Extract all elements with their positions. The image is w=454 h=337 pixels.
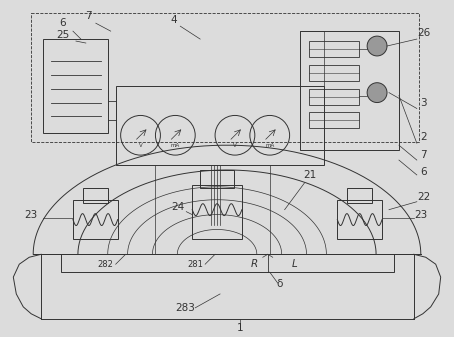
- Text: 1: 1: [237, 323, 243, 333]
- Text: 4: 4: [170, 15, 177, 25]
- Text: 22: 22: [417, 192, 430, 202]
- Bar: [310, 113, 359, 128]
- Text: V: V: [233, 143, 237, 148]
- Text: 23: 23: [414, 210, 427, 220]
- Bar: [347, 188, 372, 203]
- Text: 6: 6: [59, 18, 66, 28]
- Text: 7: 7: [85, 11, 92, 21]
- Text: 6: 6: [420, 167, 427, 177]
- Bar: [61, 254, 394, 272]
- Bar: [192, 185, 242, 239]
- Circle shape: [367, 83, 387, 102]
- Text: V: V: [138, 143, 143, 148]
- Text: R: R: [251, 259, 258, 269]
- Text: mA: mA: [265, 143, 274, 148]
- Text: 21: 21: [303, 170, 316, 180]
- Text: 7: 7: [420, 150, 427, 160]
- Bar: [310, 41, 359, 57]
- Text: 24: 24: [172, 202, 185, 212]
- Bar: [43, 39, 108, 133]
- Bar: [73, 200, 118, 239]
- Text: 3: 3: [420, 97, 427, 108]
- Text: 283: 283: [175, 303, 195, 313]
- Text: δ: δ: [276, 279, 283, 289]
- Text: 25: 25: [56, 30, 69, 40]
- Bar: [310, 89, 359, 104]
- Text: L: L: [292, 259, 297, 269]
- Text: 26: 26: [417, 28, 430, 38]
- Bar: [337, 200, 382, 239]
- Bar: [310, 65, 359, 81]
- Text: 281: 281: [187, 260, 203, 269]
- Text: 282: 282: [98, 260, 114, 269]
- Bar: [200, 170, 234, 188]
- Bar: [300, 31, 399, 150]
- Bar: [116, 86, 325, 165]
- Text: 23: 23: [25, 210, 38, 220]
- Text: mA: mA: [171, 143, 180, 148]
- Bar: [31, 13, 419, 142]
- Bar: [83, 188, 108, 203]
- Text: 2: 2: [420, 132, 427, 142]
- Circle shape: [367, 36, 387, 56]
